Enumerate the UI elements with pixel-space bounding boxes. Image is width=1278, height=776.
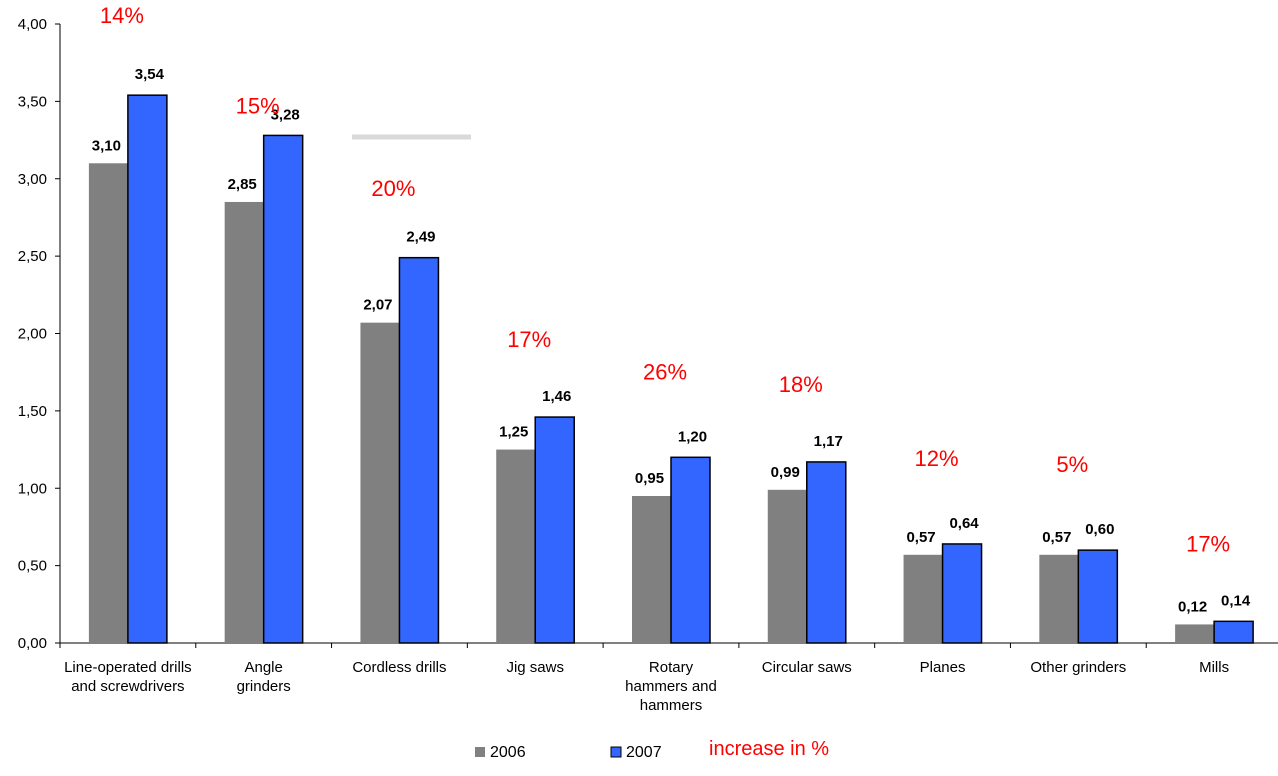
x-category-label: Other grinders (1030, 659, 1126, 676)
data-label-2007: 0,64 (949, 515, 979, 532)
x-category-label: Cordless drills (352, 659, 446, 676)
data-label-2007: 1,20 (678, 428, 707, 445)
bar-2007 (670, 456, 711, 644)
legend-label-2006: 2006 (490, 744, 526, 761)
x-category-label: Angle grinders (237, 659, 291, 695)
data-label-2007: 0,14 (1221, 592, 1251, 609)
data-label-2006: 1,25 (499, 424, 528, 441)
x-category-label: Planes (920, 659, 966, 676)
bar-2007 (806, 461, 847, 644)
bar-2006 (903, 554, 943, 643)
data-label-2006: 0,57 (1042, 529, 1071, 546)
data-label-2007: 0,60 (1085, 521, 1114, 538)
bar-2006 (496, 449, 536, 643)
legend-increase-note: increase in % (709, 738, 829, 760)
increase-percent-label: 20% (371, 176, 415, 201)
increase-percent-label: 17% (1186, 531, 1230, 556)
y-tick-label: 0,00 (18, 635, 47, 652)
data-label-2006: 0,95 (635, 470, 664, 487)
data-label-2006: 3,10 (92, 137, 121, 154)
bar-2007 (1077, 549, 1119, 644)
data-label-2007: 1,17 (814, 433, 843, 450)
bar-2006 (632, 495, 671, 643)
increase-percent-label: 12% (915, 446, 959, 471)
data-label-2006: 2,07 (363, 297, 392, 314)
bar-2006 (360, 322, 400, 643)
bar-2007 (127, 94, 168, 644)
x-category-label: Circular saws (762, 659, 852, 676)
bar-2007 (398, 256, 440, 644)
y-tick-label: 1,00 (18, 480, 47, 497)
y-tick-label: 2,00 (18, 326, 47, 343)
y-tick-label: 0,50 (18, 558, 47, 575)
bar-2006 (1039, 554, 1079, 643)
bar-2007 (1213, 620, 1254, 644)
value-labels: 3,10 3,54 2,85 3,28 2,07 2,49 1,25 1,46 0,95 1,20… (92, 66, 1251, 615)
increase-percent-label: 26% (643, 359, 687, 384)
legend: 2006 2007 increase in % (475, 738, 829, 761)
data-label-2006: 0,12 (1178, 598, 1207, 615)
increase-percent-labels: 14% 15% 20% 17% 26% 18% 12% 5% 17% (100, 3, 1230, 556)
y-tick-label: 1,50 (18, 403, 47, 420)
increase-percent-label: 17% (507, 327, 551, 352)
bar-2007 (262, 134, 304, 644)
legend-swatch-2006 (475, 747, 485, 757)
y-tick-label: 3,00 (18, 171, 47, 188)
increase-percent-label: 18% (779, 372, 823, 397)
bar-2006 (224, 201, 264, 643)
increase-percent-label: 5% (1056, 452, 1088, 477)
x-category-label: Rotary hammers and hammers (625, 659, 717, 714)
data-label-2006: 2,85 (228, 176, 257, 193)
y-axis: 0,00 0,50 1,00 1,50 2,00 2,50 3,00 3,50 4,00 (18, 16, 61, 652)
x-axis: Line-operated drills and screwdrivers Angl… (59, 642, 1278, 714)
bar-2006 (88, 163, 128, 643)
legend-swatch-2007 (610, 746, 622, 758)
data-label-2006: 0,57 (906, 529, 935, 546)
y-tick-label: 2,50 (18, 248, 47, 265)
x-category-label: Line-operated drills and screwdrivers (64, 659, 192, 695)
x-category-label: Jig saws (506, 659, 564, 676)
y-tick-label: 3,50 (18, 93, 47, 110)
data-label-2006: 0,99 (771, 464, 800, 481)
data-label-2007: 3,54 (135, 66, 165, 83)
y-tick-label: 4,00 (18, 16, 47, 33)
bar-2007 (941, 543, 983, 644)
bars (88, 94, 1254, 644)
increase-percent-label: 14% (100, 3, 144, 28)
legend-label-2007: 2007 (626, 744, 662, 761)
bar-2006 (1175, 624, 1215, 643)
data-label-2007: 1,46 (542, 388, 571, 405)
bar-2007 (534, 416, 575, 644)
increase-percent-label: 15% (236, 93, 280, 118)
bar-2006 (767, 489, 807, 643)
data-label-2007: 2,49 (406, 229, 435, 246)
data-label-2007: 3,28 (271, 106, 300, 123)
x-category-label: Mills (1199, 659, 1229, 676)
